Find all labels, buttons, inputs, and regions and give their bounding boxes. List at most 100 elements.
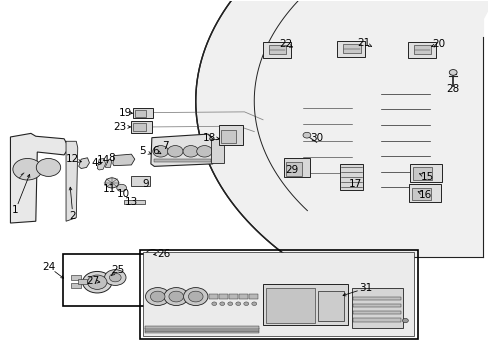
Circle shape <box>402 319 407 323</box>
Bar <box>133 108 153 118</box>
Bar <box>78 279 87 284</box>
Text: 5: 5 <box>139 145 145 156</box>
Bar <box>131 121 152 133</box>
Text: 2: 2 <box>69 211 76 221</box>
Circle shape <box>36 158 61 176</box>
Bar <box>342 44 360 53</box>
Bar <box>411 188 430 201</box>
Text: 28: 28 <box>446 84 459 94</box>
Text: 22: 22 <box>279 40 292 49</box>
Circle shape <box>167 145 183 157</box>
Polygon shape <box>144 326 259 329</box>
Text: 27: 27 <box>86 276 100 286</box>
Polygon shape <box>10 134 69 223</box>
Bar <box>209 294 218 299</box>
Text: 25: 25 <box>111 265 124 275</box>
Text: 16: 16 <box>418 190 431 200</box>
Polygon shape <box>123 200 145 204</box>
Circle shape <box>183 288 207 306</box>
Bar <box>219 125 242 145</box>
Bar <box>317 291 344 320</box>
Text: 14: 14 <box>96 154 109 165</box>
Text: 1: 1 <box>12 206 19 216</box>
Circle shape <box>251 302 256 306</box>
Polygon shape <box>105 159 112 167</box>
Text: 9: 9 <box>142 179 149 189</box>
Circle shape <box>150 291 164 302</box>
Text: 11: 11 <box>102 184 115 194</box>
Text: 30: 30 <box>309 133 323 143</box>
Text: 21: 21 <box>357 38 370 48</box>
Polygon shape <box>144 330 259 333</box>
Bar <box>412 167 431 180</box>
Bar <box>351 288 402 328</box>
Bar <box>135 110 146 117</box>
Text: 23: 23 <box>113 122 126 132</box>
Circle shape <box>220 302 224 306</box>
Text: 20: 20 <box>431 40 444 49</box>
Polygon shape <box>352 311 400 315</box>
Circle shape <box>145 288 169 306</box>
Bar <box>339 164 362 190</box>
Bar <box>211 139 223 163</box>
Circle shape <box>448 69 456 75</box>
Bar <box>249 294 258 299</box>
Bar <box>63 254 150 306</box>
Text: 31: 31 <box>358 283 371 293</box>
Circle shape <box>183 145 198 157</box>
Polygon shape <box>154 159 211 162</box>
Polygon shape <box>352 304 400 307</box>
Text: 8: 8 <box>108 153 115 163</box>
Bar <box>413 45 430 54</box>
Text: 6: 6 <box>152 145 159 156</box>
Bar <box>266 288 315 323</box>
Text: 10: 10 <box>117 189 130 199</box>
Circle shape <box>153 145 168 157</box>
Bar <box>336 41 365 57</box>
Text: 24: 24 <box>42 262 55 272</box>
Text: 26: 26 <box>157 248 170 258</box>
Bar <box>71 283 81 288</box>
Circle shape <box>211 302 216 306</box>
Bar <box>219 294 228 299</box>
Circle shape <box>109 273 121 282</box>
Circle shape <box>235 302 240 306</box>
Polygon shape <box>151 134 215 166</box>
Polygon shape <box>195 0 488 257</box>
Circle shape <box>13 158 42 180</box>
Bar <box>263 42 291 58</box>
Circle shape <box>168 291 183 302</box>
Text: 19: 19 <box>118 108 131 118</box>
Polygon shape <box>66 141 78 221</box>
Text: 18: 18 <box>203 133 216 143</box>
Circle shape <box>303 132 310 138</box>
Bar <box>140 249 417 338</box>
Circle shape <box>105 178 119 188</box>
Text: 29: 29 <box>285 165 298 175</box>
Circle shape <box>227 302 232 306</box>
Polygon shape <box>113 154 135 166</box>
Circle shape <box>87 275 107 289</box>
Text: 12: 12 <box>66 154 80 164</box>
Bar <box>408 184 440 202</box>
Bar <box>268 45 286 54</box>
Bar <box>284 158 309 177</box>
Bar <box>221 130 235 143</box>
Text: 17: 17 <box>348 179 362 189</box>
Bar <box>131 176 150 186</box>
Text: 13: 13 <box>124 197 138 207</box>
Bar <box>286 162 302 176</box>
Bar <box>71 275 81 280</box>
Polygon shape <box>79 158 89 168</box>
Circle shape <box>104 270 126 285</box>
Text: 4: 4 <box>91 158 98 168</box>
Polygon shape <box>352 318 400 321</box>
Bar <box>409 164 441 182</box>
Circle shape <box>163 288 188 306</box>
Circle shape <box>188 291 203 302</box>
Circle shape <box>82 271 112 293</box>
Bar <box>143 252 413 336</box>
Bar <box>407 42 435 58</box>
Bar <box>239 294 247 299</box>
Polygon shape <box>144 328 259 331</box>
